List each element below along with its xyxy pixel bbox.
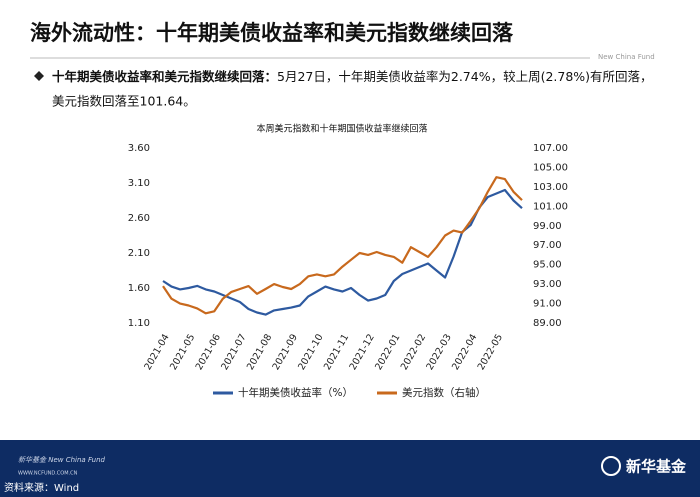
- header-brand: New China Fund: [598, 53, 655, 61]
- logo-text: 新华基金: [626, 458, 687, 476]
- y2-tick-label: 103.00: [533, 182, 568, 193]
- y2-tick-label: 105.00: [533, 162, 568, 173]
- source: 资料来源：Wind: [4, 481, 79, 494]
- footer-url: WWW.NCFUND.COM.CN: [18, 471, 78, 477]
- logo-icon: [601, 456, 621, 476]
- y2-tick-label: 107.00: [533, 143, 568, 154]
- series-line: [162, 188, 523, 316]
- y-tick-label: 2.60: [128, 213, 150, 224]
- x-tick-label: 2022-05: [476, 332, 505, 372]
- bullet-text: 十年期美债收益率和美元指数继续回落：5月27日，十年期美债收益率为2.74%，较…: [52, 69, 653, 84]
- bullet-line: 美元指数回落至101.64。: [52, 94, 196, 109]
- y2-tick-label: 95.00: [533, 260, 562, 271]
- legend-label: 美元指数（右轴）: [402, 386, 486, 399]
- bullet-lead: 十年期美债收益率和美元指数继续回落：: [52, 69, 277, 84]
- slide-title: 海外流动性：十年期美债收益率和美元指数继续回落: [30, 21, 514, 45]
- chart-title: 本周美元指数和十年期国债收益率继续回落: [256, 123, 427, 135]
- bullet-line: 5月27日，十年期美债收益率为2.74%，较上周(2.78%)有所回落，: [277, 69, 653, 84]
- series-line: [162, 176, 523, 315]
- y2-tick-label: 99.00: [533, 221, 562, 232]
- y2-tick-label: 101.00: [533, 201, 568, 212]
- legend-label: 十年期美债收益率（%）: [238, 386, 353, 399]
- y-tick-label: 1.60: [128, 283, 150, 294]
- y-tick-label: 3.60: [128, 143, 150, 154]
- y-tick-label: 3.10: [128, 178, 150, 189]
- y-tick-label: 2.10: [128, 248, 150, 259]
- bullet-icon: [34, 71, 44, 81]
- y-tick-label: 1.10: [128, 318, 150, 329]
- y2-tick-label: 97.00: [533, 240, 562, 251]
- footer-band: [0, 440, 700, 497]
- y2-tick-label: 93.00: [533, 279, 562, 290]
- footer-brand: 新华基金 New China Fund: [18, 456, 106, 464]
- y2-tick-label: 89.00: [533, 318, 562, 329]
- y2-tick-label: 91.00: [533, 299, 562, 310]
